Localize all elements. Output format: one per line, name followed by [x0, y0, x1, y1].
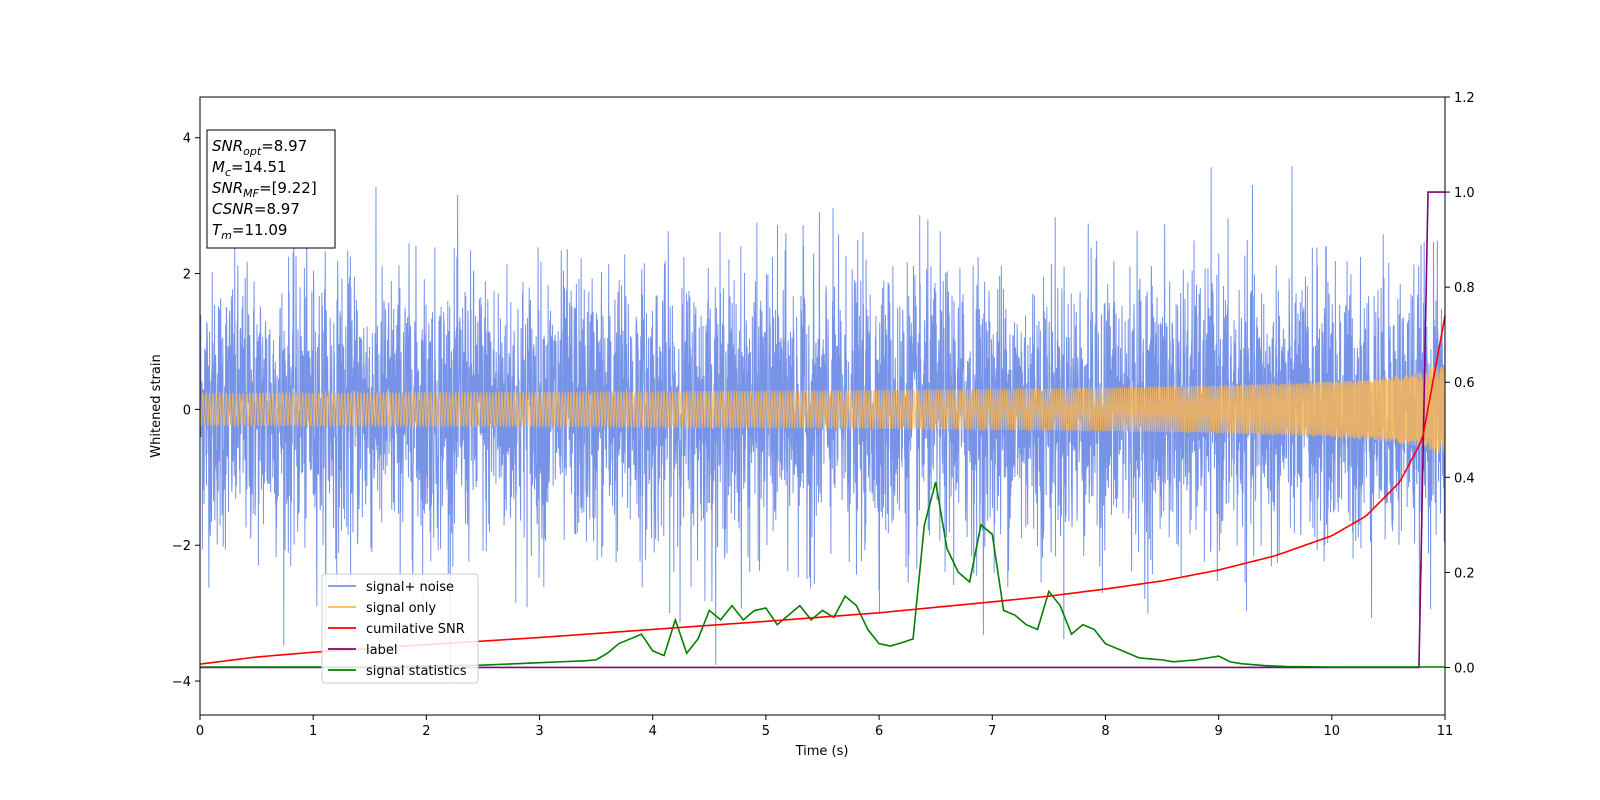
info-box-frame: [206, 129, 336, 249]
legend: signal+ noise signal only cumilative SNR la…: [321, 573, 479, 684]
x-tick-label: 2: [422, 724, 430, 739]
x-axis-label: Time (s): [795, 744, 849, 759]
info-box-line: Mc=14.51: [212, 158, 287, 179]
x-tick-label: 10: [1324, 724, 1341, 739]
plot-frame: [199, 96, 1446, 716]
legend-label: signal only: [366, 601, 436, 616]
x-tick-label: 0: [196, 724, 204, 739]
y-right-tick-label: 0.2: [1454, 566, 1475, 581]
x-tick-label: 8: [1101, 724, 1109, 739]
legend-label: label: [366, 643, 397, 658]
y-right-tick-label: 0.8: [1454, 281, 1475, 296]
y-left-tick-label: −4: [172, 675, 191, 690]
y-right-tick-label: 0.0: [1454, 661, 1475, 676]
info-box-line: CSNR=8.97: [212, 200, 300, 218]
x-tick-label: 7: [988, 724, 996, 739]
x-tick-label: 1: [309, 724, 317, 739]
info-box-line: SNRMF=[9.22]: [212, 179, 317, 200]
y-left-tick-label: −2: [172, 539, 191, 554]
y-left-tick-label: 4: [183, 132, 191, 147]
legend-frame: [321, 573, 479, 684]
series-signal-only-line: [199, 365, 1446, 454]
y-right-tick-label: 0.4: [1454, 471, 1475, 486]
y-right-tick-label: 1.2: [1454, 91, 1475, 106]
x-tick-label: 3: [535, 724, 543, 739]
y-left-tick-label: 0: [183, 403, 191, 418]
x-tick-label: 11: [1437, 724, 1454, 739]
y-axis-label: Whitened strain: [149, 354, 164, 457]
legend-label: cumilative SNR: [366, 622, 465, 637]
y-left-tick-label: 2: [183, 268, 191, 283]
y-right-tick-label: 1.0: [1454, 186, 1475, 201]
info-box-line: Tm=11.09: [212, 221, 287, 242]
x-tick-label: 4: [649, 724, 657, 739]
info-box-line: SNRopt=8.97: [212, 137, 307, 158]
x-tick-label: 6: [875, 724, 883, 739]
x-tick-label: 9: [1214, 724, 1222, 739]
series-signal-statistics-line: [200, 481, 1445, 668]
info-box: SNRopt=8.97Mc=14.51SNRMF=[9.22]CSNR=8.97…: [206, 129, 336, 249]
y-right-tick-label: 0.6: [1454, 376, 1475, 391]
x-tick-label: 5: [762, 724, 770, 739]
legend-label: signal statistics: [366, 664, 467, 679]
legend-label: signal+ noise: [366, 580, 454, 595]
